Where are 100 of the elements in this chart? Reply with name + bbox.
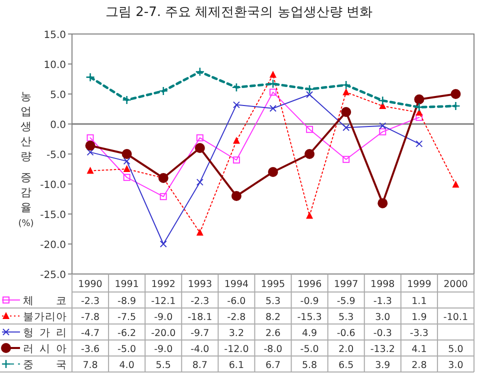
point xyxy=(342,88,350,96)
data-label: -3.3 xyxy=(410,328,428,339)
point xyxy=(342,124,350,132)
point xyxy=(270,70,276,78)
point xyxy=(306,91,314,98)
data-label: 2.0 xyxy=(338,344,354,355)
data-label: -1.3 xyxy=(373,296,392,307)
point xyxy=(379,122,386,130)
point xyxy=(122,149,132,159)
data-label: 1.9 xyxy=(412,312,427,323)
point xyxy=(86,166,94,174)
point xyxy=(270,104,276,112)
point xyxy=(452,180,460,188)
y-tick-label: -20.0 xyxy=(40,240,66,251)
chart-title: 그림 2-7. 주요 체제전환국의 농업생산량 변화 xyxy=(105,5,373,20)
point xyxy=(341,80,351,90)
point xyxy=(194,143,205,153)
y-tick-label: -5.0 xyxy=(46,150,66,161)
data-label: -10.1 xyxy=(443,312,468,323)
legend-label: 헝가리 xyxy=(23,327,67,339)
point xyxy=(123,165,130,172)
point xyxy=(196,134,204,142)
point xyxy=(86,72,95,82)
data-label: 4.9 xyxy=(302,328,318,339)
data-label: -9.7 xyxy=(190,328,210,339)
point xyxy=(232,136,240,144)
point xyxy=(232,101,240,108)
x-tick-label: 1991 xyxy=(114,279,139,290)
legend-label: 중국 xyxy=(23,359,67,371)
point xyxy=(268,167,278,177)
point xyxy=(86,134,94,142)
data-label: 7.8 xyxy=(82,360,98,371)
data-label: -0.9 xyxy=(300,296,319,307)
point xyxy=(122,95,132,105)
data-label: 3.9 xyxy=(375,360,390,371)
data-label: 5.0 xyxy=(448,344,464,355)
data-label: 6.5 xyxy=(338,360,354,371)
data-label: -9.0 xyxy=(154,344,173,355)
point xyxy=(416,114,423,121)
point xyxy=(304,149,315,159)
y-tick-label: -10.0 xyxy=(40,180,66,191)
point xyxy=(196,178,204,186)
data-label: 5.3 xyxy=(265,296,281,307)
data-label: -2.8 xyxy=(227,312,246,323)
point xyxy=(195,67,205,76)
legend-label: 러시아 xyxy=(23,343,67,355)
data-label: -6.2 xyxy=(118,328,136,339)
x-tick-label: 1994 xyxy=(224,279,249,290)
point xyxy=(86,148,94,156)
y-tick-label: 5.0 xyxy=(50,90,66,101)
point xyxy=(378,96,388,106)
x-tick-label: 1999 xyxy=(407,279,432,290)
data-label: 2.8 xyxy=(412,360,427,371)
point xyxy=(160,240,167,248)
x-tick-label: 1992 xyxy=(151,279,176,290)
data-label: -20.0 xyxy=(151,328,176,339)
data-label: 1.1 xyxy=(412,296,427,307)
point xyxy=(414,94,424,104)
data-label: -3.6 xyxy=(81,344,100,355)
point xyxy=(450,89,461,99)
data-label: 4.0 xyxy=(119,360,134,371)
data-label: 5.8 xyxy=(302,360,318,371)
data-label: -5.0 xyxy=(300,344,319,355)
data-label: 4.1 xyxy=(412,344,427,355)
point xyxy=(270,88,276,96)
point xyxy=(160,193,167,200)
point xyxy=(378,198,388,208)
data-label: -4.7 xyxy=(81,328,100,339)
data-label: -8.0 xyxy=(264,344,282,355)
point xyxy=(306,212,314,219)
y-tick-label: -15.0 xyxy=(40,210,66,221)
point xyxy=(232,82,242,92)
x-tick-label: 1993 xyxy=(188,279,212,290)
y-tick-label: -25.0 xyxy=(40,270,66,281)
x-tick-label: 1997 xyxy=(334,279,358,290)
x-tick-label: 1990 xyxy=(78,279,102,290)
y-tick-label: 0.0 xyxy=(50,120,66,131)
y-tick-label: 15.0 xyxy=(44,30,66,41)
x-tick-label: 1995 xyxy=(260,279,286,290)
data-label: -0.3 xyxy=(373,328,392,339)
data-label: 3.0 xyxy=(375,312,390,323)
x-tick-label: 1998 xyxy=(370,279,395,290)
data-label: 2.6 xyxy=(265,328,281,339)
x-tick-label: 1996 xyxy=(297,279,322,290)
point xyxy=(379,128,386,136)
data-label: -0.6 xyxy=(336,328,356,339)
point xyxy=(451,101,460,111)
data-label: 3.2 xyxy=(228,328,244,339)
point xyxy=(85,140,96,151)
data-label: 5.5 xyxy=(156,360,171,371)
data-label: -5.0 xyxy=(118,344,136,355)
point xyxy=(196,228,204,236)
point xyxy=(158,86,168,96)
data-label: -13.2 xyxy=(370,344,395,355)
data-label: -7.8 xyxy=(81,312,100,323)
point xyxy=(306,126,314,133)
point xyxy=(304,84,314,94)
data-label: -12.0 xyxy=(224,344,249,355)
point xyxy=(123,158,130,165)
legend-label: 불가리아 xyxy=(23,311,67,323)
